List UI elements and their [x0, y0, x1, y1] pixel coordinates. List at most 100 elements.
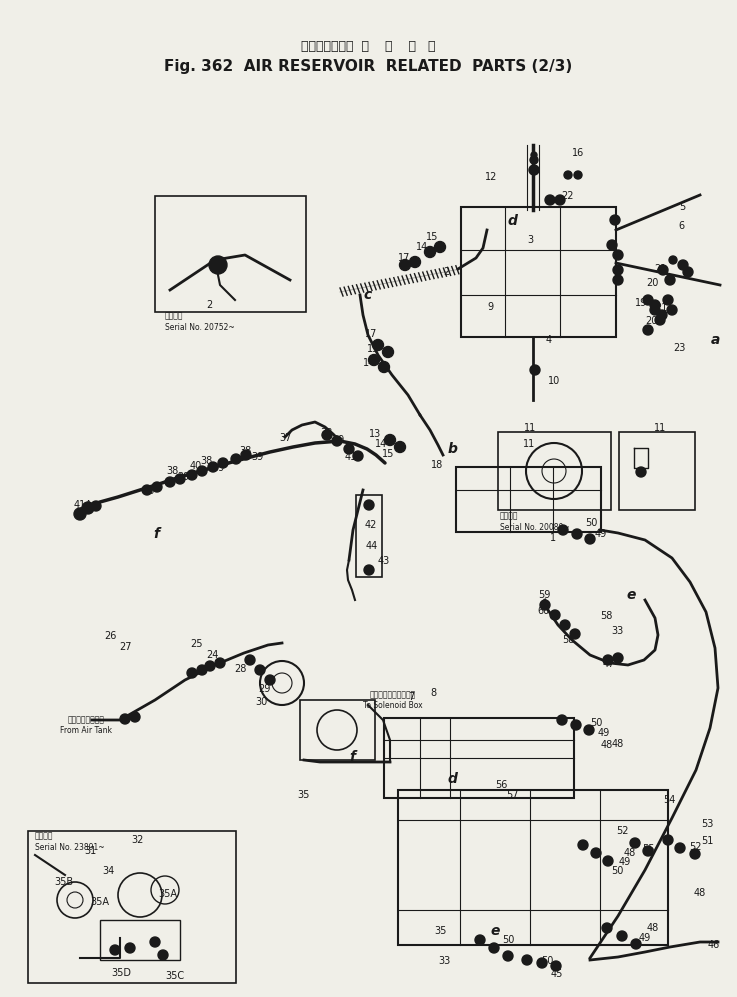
Circle shape	[489, 943, 499, 953]
Text: 27: 27	[119, 642, 132, 652]
Text: 適用号機: 適用号機	[500, 511, 519, 520]
Text: d: d	[507, 214, 517, 228]
Circle shape	[425, 246, 436, 257]
Circle shape	[530, 365, 540, 375]
Text: 56: 56	[495, 780, 507, 790]
Circle shape	[631, 939, 641, 949]
Circle shape	[332, 436, 342, 446]
Circle shape	[560, 620, 570, 630]
Circle shape	[602, 923, 612, 933]
Circle shape	[663, 295, 673, 305]
Circle shape	[643, 846, 653, 856]
Text: 39: 39	[251, 452, 263, 462]
Circle shape	[617, 931, 627, 941]
Text: From Air Tank: From Air Tank	[60, 726, 112, 735]
Circle shape	[545, 195, 555, 205]
Text: f: f	[153, 527, 159, 541]
Circle shape	[610, 215, 620, 225]
Circle shape	[665, 275, 675, 285]
Text: 38: 38	[320, 428, 332, 438]
Text: 58: 58	[600, 611, 612, 621]
Circle shape	[522, 955, 532, 965]
Text: 20: 20	[645, 316, 657, 326]
Circle shape	[636, 467, 646, 477]
Circle shape	[591, 848, 601, 858]
Text: 35C: 35C	[165, 971, 184, 981]
Text: 49: 49	[639, 933, 651, 943]
Circle shape	[110, 945, 120, 955]
Circle shape	[650, 305, 660, 315]
Circle shape	[574, 171, 582, 179]
Circle shape	[564, 171, 572, 179]
Bar	[498, 432, 611, 510]
Circle shape	[197, 665, 207, 675]
Circle shape	[650, 300, 660, 310]
Text: 50: 50	[502, 935, 514, 945]
Circle shape	[241, 450, 251, 460]
Text: 5: 5	[679, 202, 685, 212]
Text: 48: 48	[647, 923, 659, 933]
Text: Serial No. 20752~: Serial No. 20752~	[165, 322, 235, 331]
Circle shape	[125, 943, 135, 953]
Circle shape	[142, 485, 152, 495]
Text: 35D: 35D	[111, 968, 131, 978]
Circle shape	[669, 256, 677, 264]
Circle shape	[585, 534, 595, 544]
Circle shape	[231, 454, 241, 464]
Text: 22: 22	[562, 191, 574, 201]
Circle shape	[613, 265, 623, 275]
Circle shape	[658, 265, 668, 275]
Text: 44: 44	[366, 541, 378, 551]
Text: 15: 15	[367, 344, 380, 354]
Text: 26: 26	[104, 631, 116, 641]
Text: a: a	[710, 333, 720, 347]
Circle shape	[187, 470, 197, 480]
Text: 36: 36	[142, 486, 154, 496]
Circle shape	[607, 240, 617, 250]
Bar	[619, 432, 695, 510]
Text: 52: 52	[615, 826, 628, 836]
Circle shape	[255, 665, 265, 675]
Text: 14: 14	[375, 439, 387, 449]
Circle shape	[435, 241, 445, 252]
Circle shape	[91, 501, 101, 511]
Text: 41A: 41A	[74, 500, 92, 510]
Text: 48: 48	[601, 740, 613, 750]
Text: 51: 51	[701, 836, 713, 846]
Text: 41: 41	[345, 452, 357, 462]
Text: Serial No. 23891~: Serial No. 23891~	[35, 842, 105, 851]
Circle shape	[570, 629, 580, 639]
Circle shape	[209, 256, 227, 274]
Circle shape	[383, 347, 394, 358]
Text: 14: 14	[363, 358, 375, 368]
Text: 37: 37	[280, 433, 292, 443]
Circle shape	[551, 961, 561, 971]
Circle shape	[530, 156, 538, 164]
Text: 14: 14	[416, 242, 428, 252]
Text: 50: 50	[611, 866, 624, 876]
Circle shape	[558, 525, 568, 535]
Circle shape	[197, 466, 207, 476]
Text: 11: 11	[524, 423, 536, 433]
Circle shape	[690, 849, 700, 859]
Circle shape	[175, 474, 185, 484]
Text: 35: 35	[298, 790, 310, 800]
Circle shape	[215, 658, 225, 668]
Circle shape	[205, 661, 215, 671]
Bar	[384, 718, 574, 798]
Text: 適用号機: 適用号機	[35, 831, 54, 840]
Circle shape	[578, 840, 588, 850]
Text: 42: 42	[365, 520, 377, 530]
Text: 23: 23	[673, 343, 685, 353]
Text: 16: 16	[572, 148, 584, 158]
Bar	[461, 207, 616, 337]
Circle shape	[630, 838, 640, 848]
Text: 53: 53	[701, 819, 713, 829]
Text: 52: 52	[689, 842, 701, 852]
Text: e: e	[626, 588, 636, 602]
Circle shape	[245, 655, 255, 665]
Text: 31: 31	[84, 846, 96, 856]
Text: 39: 39	[212, 463, 224, 473]
Text: 33: 33	[611, 626, 623, 636]
Text: 25: 25	[191, 639, 203, 649]
